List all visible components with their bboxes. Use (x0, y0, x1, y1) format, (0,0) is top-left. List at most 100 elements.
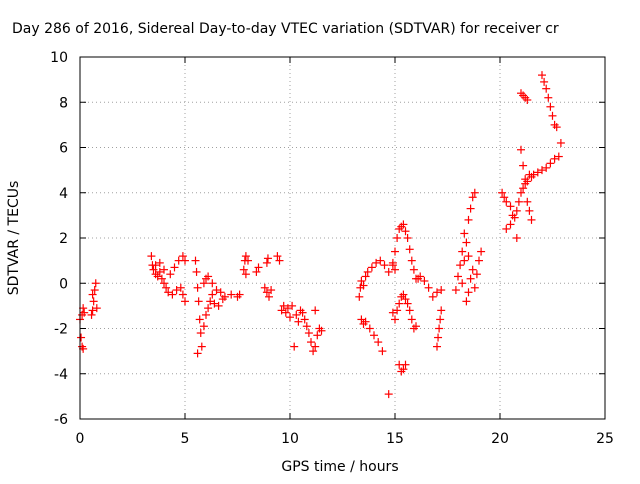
x-tick-label: 15 (386, 431, 404, 447)
x-tick-label: 0 (76, 431, 85, 447)
data-point (435, 324, 444, 333)
y-tick-label: 4 (59, 186, 68, 202)
data-point (416, 272, 425, 281)
data-point (500, 193, 509, 202)
data-point (252, 267, 261, 276)
data-point (216, 288, 225, 297)
data-point (437, 286, 446, 295)
data-point (275, 256, 284, 265)
data-point (302, 322, 311, 331)
data-point (546, 159, 555, 168)
data-point (208, 279, 217, 288)
data-point (464, 215, 473, 224)
data-point (286, 313, 294, 322)
data-point (262, 258, 271, 267)
data-point (502, 224, 511, 233)
data-point (542, 163, 551, 172)
data-point (311, 342, 320, 351)
data-point (374, 338, 383, 347)
data-point (300, 315, 309, 324)
y-tick-label: 8 (59, 95, 68, 111)
data-point (194, 297, 203, 306)
data-point (166, 270, 175, 279)
data-point (157, 274, 166, 283)
data-point (512, 234, 521, 242)
data-point (542, 84, 551, 93)
data-point (405, 245, 414, 254)
data-point (212, 286, 221, 295)
data-point (552, 123, 561, 132)
data-point (506, 202, 515, 211)
data-point (372, 258, 381, 267)
data-point (424, 283, 433, 292)
data-point (420, 276, 429, 285)
data-point (462, 238, 471, 247)
data-point (514, 197, 523, 206)
data-point (512, 206, 521, 215)
y-axis-label: SDTVAR / TECUs (6, 181, 22, 296)
data-point (519, 184, 528, 193)
data-point (292, 310, 301, 319)
data-point (273, 252, 282, 261)
data-point (378, 347, 387, 356)
axis-ticks: 0 5 10 15 20 25 -6 -4 -2 0 2 4 6 8 10 (50, 50, 614, 447)
data-point (393, 234, 402, 242)
data-point (283, 304, 292, 313)
data-point (401, 295, 410, 304)
data-point (307, 338, 315, 347)
data-point (540, 77, 549, 86)
data-point (241, 270, 250, 279)
data-point (454, 272, 462, 281)
data-point (533, 168, 542, 177)
data-point (206, 297, 215, 306)
data-point (92, 304, 101, 313)
data-point (464, 288, 473, 297)
data-point (521, 179, 530, 188)
data-point (388, 308, 397, 317)
data-point (376, 256, 385, 265)
data-point (88, 290, 97, 299)
data-point (153, 272, 162, 281)
data-point (210, 299, 219, 308)
data-point (456, 261, 465, 270)
data-point (313, 331, 322, 340)
data-point (267, 286, 276, 295)
data-point (466, 274, 475, 283)
data-point (517, 188, 525, 197)
data-point (199, 279, 208, 288)
data-point (538, 71, 546, 80)
data-point (462, 297, 471, 306)
data-point (556, 138, 565, 147)
data-point (155, 267, 164, 276)
data-point (401, 227, 410, 236)
data-point (176, 283, 185, 292)
data-point (391, 265, 399, 274)
data-point (498, 188, 507, 197)
data-point (470, 283, 479, 292)
data-point (510, 213, 519, 222)
grid (80, 57, 605, 419)
x-tick-label: 5 (181, 431, 190, 447)
data-point (151, 261, 160, 270)
data-point (263, 254, 272, 263)
data-point (405, 306, 414, 315)
data-point (164, 288, 173, 297)
data-point (90, 286, 99, 295)
data-point (407, 315, 416, 324)
data-point (168, 290, 177, 299)
data-point (195, 315, 204, 324)
data-point (472, 270, 481, 279)
x-axis-label: GPS time / hours (281, 459, 398, 475)
data-point (391, 247, 399, 256)
data-point (155, 258, 164, 267)
data-point (149, 265, 158, 274)
data-point (361, 272, 370, 281)
data-point (80, 308, 89, 317)
data-point (191, 256, 200, 265)
data-point (399, 365, 408, 374)
data-point (262, 288, 271, 297)
y-tick-label: 6 (59, 141, 68, 157)
data-point (197, 342, 206, 351)
data-point (403, 234, 412, 242)
